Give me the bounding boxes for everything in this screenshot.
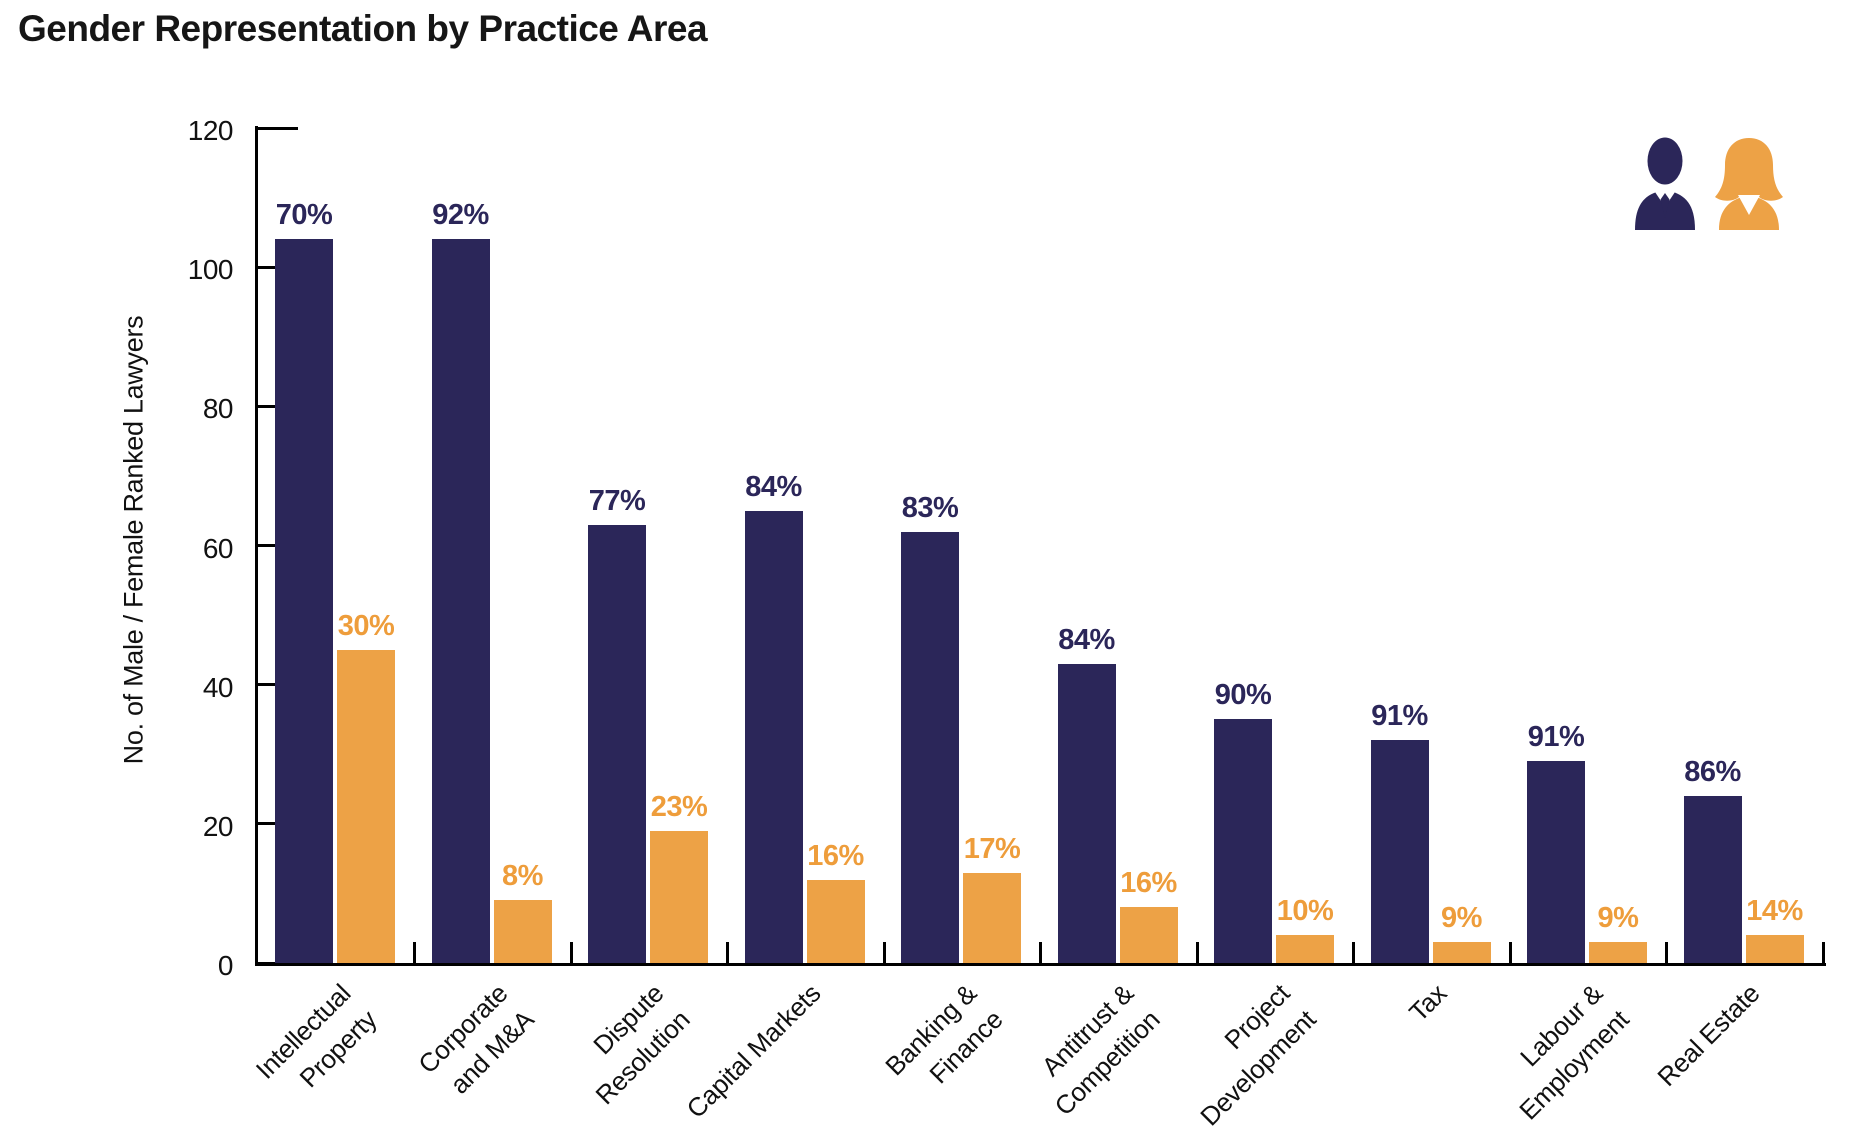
y-tick-label: 60: [202, 532, 234, 564]
female-bar-value-label: 9%: [1441, 902, 1482, 935]
male-bar: [588, 524, 646, 963]
chart-title: Gender Representation by Practice Area: [18, 8, 708, 49]
x-tick: [1821, 942, 1825, 963]
category-label: Intellectual Property: [164, 976, 386, 1132]
female-bar: [1276, 935, 1334, 963]
female-bar: [1432, 942, 1491, 963]
female-bar: [493, 900, 552, 963]
male-bar: [431, 239, 490, 963]
x-axis-line: [255, 963, 1826, 966]
male-bar: [744, 510, 803, 963]
male-bar: [1214, 719, 1272, 963]
male-bar-value-label: 91%: [1371, 700, 1428, 733]
x-tick: [726, 942, 729, 963]
male-bar: [1683, 796, 1742, 963]
male-bar-value-label: 84%: [1058, 623, 1115, 656]
female-bar: [337, 649, 395, 963]
female-bar-value-label: 16%: [807, 839, 864, 872]
y-axis-line: [255, 126, 258, 966]
male-bar-value-label: 77%: [588, 484, 646, 517]
legend: [1633, 136, 1793, 230]
female-bar-value-label: 17%: [963, 832, 1021, 865]
y-tick-label: 0: [217, 950, 234, 981]
y-tick-label: 120: [187, 115, 234, 146]
y-tick-label: 40: [202, 671, 234, 703]
x-tick: [1665, 942, 1668, 963]
female-bar: [650, 830, 708, 963]
female-bar: [806, 879, 865, 963]
x-tick: [1352, 942, 1355, 963]
female-bar-value-label: 16%: [1120, 867, 1177, 900]
y-tick-label: 20: [202, 810, 234, 842]
male-bar: [901, 531, 959, 963]
female-bar-value-label: 14%: [1746, 895, 1803, 928]
male-bar: [275, 239, 333, 963]
male-person-icon: [1635, 137, 1695, 230]
male-bar-value-label: 90%: [1214, 679, 1272, 712]
female-bar-value-label: 23%: [650, 790, 708, 823]
female-bar: [1589, 942, 1647, 963]
female-bar-value-label: 8%: [502, 860, 543, 893]
male-bar: [1527, 761, 1585, 963]
y-tick: [258, 961, 298, 965]
x-tick: [882, 942, 886, 963]
female-bar-value-label: 9%: [1597, 902, 1639, 935]
x-tick: [413, 942, 416, 963]
female-bar: [1745, 935, 1804, 963]
female-bar: [963, 872, 1021, 963]
male-bar-value-label: 70%: [275, 199, 333, 232]
male-bar-value-label: 84%: [745, 470, 802, 503]
male-bar-value-label: 83%: [901, 491, 959, 524]
male-bar: [1370, 740, 1429, 963]
y-tick-label: 80: [202, 393, 234, 425]
female-bar-value-label: 30%: [337, 609, 395, 642]
x-tick: [1508, 942, 1512, 963]
x-tick: [569, 942, 573, 963]
female-bar-value-label: 10%: [1276, 895, 1334, 928]
female-bar: [1119, 907, 1178, 963]
x-tick: [1039, 942, 1042, 963]
male-bar-value-label: 86%: [1684, 756, 1741, 788]
x-tick: [1195, 942, 1199, 963]
male-bar-value-label: 91%: [1527, 721, 1585, 754]
male-bar: [1057, 663, 1116, 963]
y-tick-label: 100: [187, 254, 234, 286]
y-tick: [258, 126, 298, 130]
female-person-icon: [1715, 138, 1783, 230]
male-bar-value-label: 92%: [432, 199, 489, 232]
